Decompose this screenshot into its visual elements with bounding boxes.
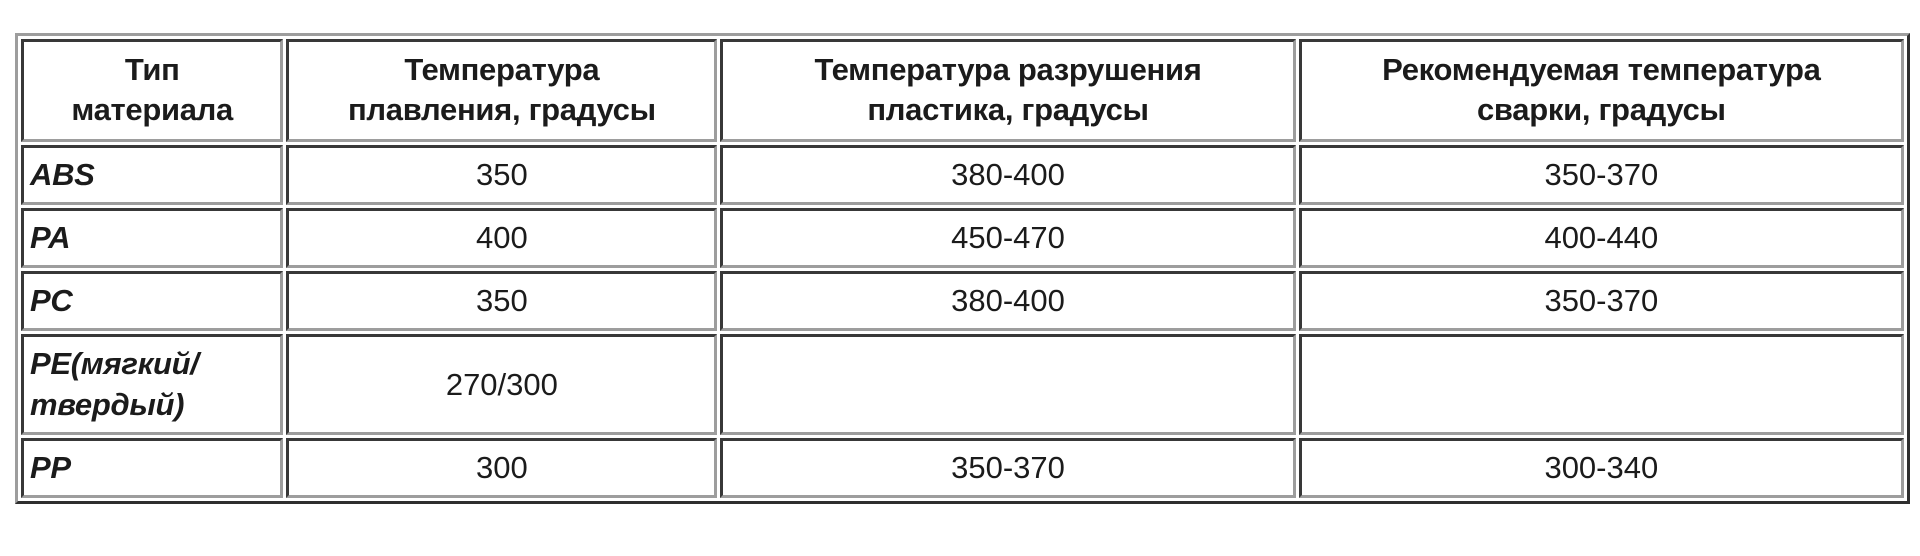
header-cell-2: Температура разрушения пластика, градусы <box>720 39 1296 142</box>
material-name-cell: PC <box>21 271 284 332</box>
material-name-cell: PP <box>21 438 284 499</box>
header-cell-0: Тип материала <box>21 39 284 142</box>
temperature-value-cell: 350-370 <box>720 438 1296 499</box>
header-row: Тип материала Температура плавления, град… <box>21 39 1904 142</box>
temperature-value-cell <box>720 334 1296 436</box>
table-row-0: ABS 350 380-400 350-370 <box>21 144 1904 205</box>
temperature-value-cell: 350 <box>286 271 718 332</box>
material-name-cell: PE(мягкий/ твердый) <box>21 334 284 436</box>
table-head: Тип материала Температура плавления, град… <box>21 39 1904 142</box>
material-name-cell: ABS <box>21 144 284 205</box>
temperature-value-cell: 350-370 <box>1298 144 1904 205</box>
temperature-value-cell: 350 <box>286 144 718 205</box>
table-body: ABS 350 380-400 350-370 PA 400 450-470 400-440 P… <box>21 144 1904 499</box>
temperature-value-cell: 350-370 <box>1298 271 1904 332</box>
temperature-value-cell: 300-340 <box>1298 438 1904 499</box>
table-row-4: PP 300 350-370 300-340 <box>21 438 1904 499</box>
table-row-3: PE(мягкий/ твердый) 270/300 <box>21 334 1904 436</box>
header-cell-3: Рекомендуемая температура сварки, градус… <box>1298 39 1904 142</box>
material-temperature-table: Тип материала Температура плавления, град… <box>15 33 1910 505</box>
header-cell-1: Температура плавления, градусы <box>286 39 718 142</box>
temperature-value-cell: 300 <box>286 438 718 499</box>
temperature-value-cell: 400-440 <box>1298 207 1904 269</box>
temperature-value-cell: 380-400 <box>720 271 1296 332</box>
table-row-1: PA 400 450-470 400-440 <box>21 207 1904 269</box>
temperature-value-cell: 270/300 <box>286 334 718 436</box>
temperature-value-cell: 400 <box>286 207 718 269</box>
material-name-cell: PA <box>21 207 284 269</box>
temperature-value-cell: 450-470 <box>720 207 1296 269</box>
temperature-value-cell <box>1298 334 1904 436</box>
temperature-value-cell: 380-400 <box>720 144 1296 205</box>
table-row-2: PC 350 380-400 350-370 <box>21 271 1904 332</box>
